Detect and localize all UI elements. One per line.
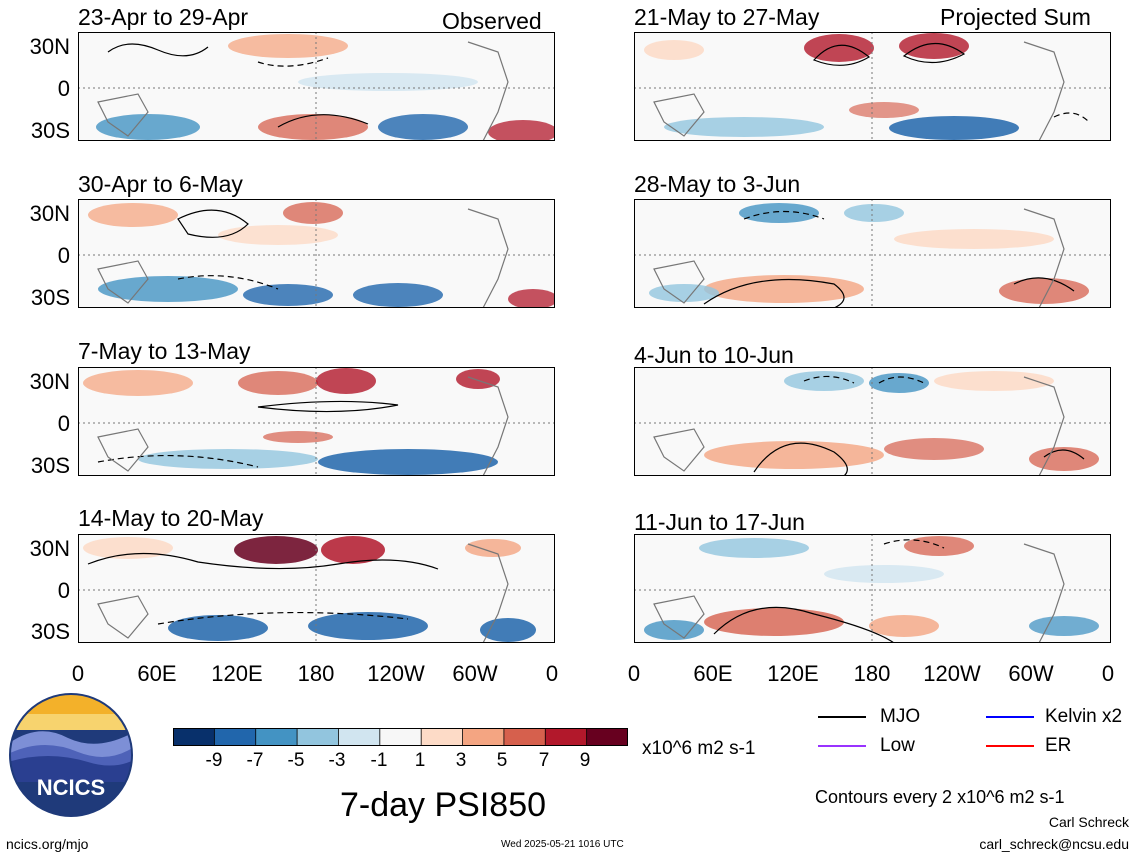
- author-email[interactable]: carl_schreck@ncsu.edu: [979, 836, 1129, 852]
- lon-label: 180: [297, 661, 335, 686]
- lat-label-30n: 30N: [29, 536, 70, 561]
- colorbar-label: 3: [455, 750, 467, 771]
- lat-label-30n: 30N: [29, 201, 70, 226]
- colorbar-swatch: [379, 728, 423, 746]
- map-panel-6: [634, 199, 1111, 308]
- lon-label: 60E: [693, 661, 733, 686]
- colorbar-label: -9: [205, 750, 223, 771]
- colorbar-swatch: [173, 728, 216, 746]
- lat-label-30n: 30N: [29, 34, 70, 59]
- colorbar-label: 5: [496, 750, 508, 771]
- lon-label: 120W: [923, 661, 981, 686]
- colorbar: [173, 728, 628, 746]
- colorbar-swatch: [503, 728, 547, 746]
- source-url[interactable]: ncics.org/mjo: [6, 836, 89, 852]
- colorbar-label: -1: [370, 750, 388, 771]
- map-panel-7: [634, 367, 1111, 476]
- lat-label-30s: 30S: [30, 619, 70, 644]
- lon-label: 120E: [211, 661, 263, 686]
- panel-label-3: 7-May to 13-May: [78, 338, 251, 364]
- observed-header: Observed: [442, 8, 542, 34]
- contour-note: Contours every 2 x10^6 m2 s-1: [815, 787, 1065, 807]
- legend-label-kelvin: Kelvin x2: [1045, 706, 1123, 727]
- lon-label: 60W: [1008, 661, 1054, 686]
- colorbar-swatch: [338, 728, 381, 746]
- colorbar-label: 9: [579, 750, 591, 771]
- lon-label: 0: [627, 661, 641, 686]
- panel-label-2: 30-Apr to 6-May: [78, 171, 243, 197]
- map-panel-8: [634, 534, 1111, 643]
- colorbar-units: x10^6 m2 s-1: [642, 738, 756, 759]
- colorbar-label: 7: [538, 750, 550, 771]
- map-panel-3: [78, 367, 555, 476]
- map-panel-4: [78, 534, 555, 643]
- lat-label-eq: 0: [57, 76, 70, 101]
- colorbar-label: -3: [328, 750, 346, 771]
- panel-label-5: 21-May to 27-May: [634, 4, 820, 30]
- figure-title: 7-day PSI850: [340, 786, 547, 824]
- panel-label-7: 4-Jun to 10-Jun: [634, 342, 794, 368]
- lat-label-30s: 30S: [30, 285, 70, 310]
- author-name: Carl Schreck: [1048, 814, 1129, 830]
- lon-label: 180: [853, 661, 891, 686]
- lat-label-30n: 30N: [29, 369, 70, 394]
- colorbar-swatch: [296, 728, 340, 746]
- timestamp: Wed 2025-05-21 1016 UTC: [501, 839, 624, 850]
- map-panel-2: [78, 199, 555, 308]
- legend-label-er: ER: [1045, 735, 1072, 756]
- colorbar-swatch: [462, 728, 505, 746]
- projected-header: Projected Sum: [940, 4, 1091, 30]
- colorbar-label: -5: [287, 750, 305, 771]
- legend-label-mjo: MJO: [880, 706, 921, 727]
- lat-label-eq: 0: [57, 411, 70, 436]
- lat-label-eq: 0: [57, 578, 70, 603]
- ncics-logo: NCICS: [9, 693, 133, 817]
- panel-label-4: 14-May to 20-May: [78, 505, 264, 531]
- lon-label: 120W: [367, 661, 425, 686]
- lon-label: 0: [71, 661, 85, 686]
- legend-line-low: [818, 745, 866, 747]
- colorbar-swatch: [544, 728, 588, 746]
- colorbar-swatch: [420, 728, 464, 746]
- legend-line-kelvin: [986, 716, 1034, 718]
- colorbar-label: 1: [414, 750, 426, 771]
- map-panel-1: [78, 32, 555, 141]
- lon-label: 120E: [767, 661, 819, 686]
- logo-text: NCICS: [37, 775, 105, 800]
- colorbar-label: -7: [246, 750, 264, 771]
- legend-line-mjo: [818, 716, 866, 718]
- colorbar-swatch: [586, 728, 628, 746]
- panel-label-6: 28-May to 3-Jun: [634, 171, 801, 197]
- lat-label-eq: 0: [57, 243, 70, 268]
- lon-label: 0: [1101, 661, 1115, 686]
- legend-line-er: [986, 745, 1034, 747]
- lon-label: 0: [545, 661, 559, 686]
- colorbar-swatch: [213, 728, 257, 746]
- lat-label-30s: 30S: [30, 118, 70, 143]
- panel-label-8: 11-Jun to 17-Jun: [634, 509, 805, 535]
- lon-label: 60W: [452, 661, 498, 686]
- colorbar-swatch: [255, 728, 298, 746]
- legend-label-low: Low: [880, 735, 915, 756]
- lon-label: 60E: [137, 661, 177, 686]
- panel-label-1: 23-Apr to 29-Apr: [78, 4, 249, 30]
- lat-label-30s: 30S: [30, 453, 70, 478]
- map-panel-5: [634, 32, 1111, 141]
